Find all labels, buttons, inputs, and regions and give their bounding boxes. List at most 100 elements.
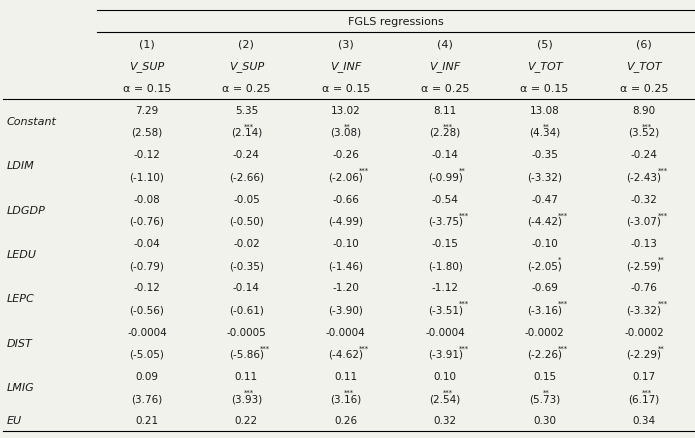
Text: ***: *** xyxy=(558,300,569,307)
Text: (3): (3) xyxy=(338,39,354,49)
Text: -0.24: -0.24 xyxy=(630,150,657,160)
Text: α = 0.25: α = 0.25 xyxy=(620,83,668,93)
Text: (2.54): (2.54) xyxy=(430,393,461,403)
Text: 8.11: 8.11 xyxy=(434,106,457,116)
Text: α = 0.15: α = 0.15 xyxy=(123,83,171,93)
Text: -0.12: -0.12 xyxy=(133,283,161,293)
Text: (3.52): (3.52) xyxy=(628,128,660,138)
Text: **: ** xyxy=(542,389,549,395)
Text: -1.12: -1.12 xyxy=(432,283,459,293)
Text: ***: *** xyxy=(459,212,469,218)
Text: (-1.46): (-1.46) xyxy=(328,261,363,270)
Text: 0.11: 0.11 xyxy=(334,371,357,381)
Text: -0.24: -0.24 xyxy=(233,150,260,160)
Text: 0.11: 0.11 xyxy=(235,371,258,381)
Text: (1): (1) xyxy=(139,39,155,49)
Text: (-0.99): (-0.99) xyxy=(427,172,463,182)
Text: FGLS regressions: FGLS regressions xyxy=(348,17,443,27)
Text: -0.0004: -0.0004 xyxy=(326,327,366,337)
Text: V_INF: V_INF xyxy=(430,61,461,72)
Text: *: * xyxy=(558,256,562,262)
Text: (-3.75): (-3.75) xyxy=(427,216,463,226)
Text: -0.05: -0.05 xyxy=(233,194,260,204)
Text: -0.13: -0.13 xyxy=(630,238,657,248)
Text: (3.76): (3.76) xyxy=(131,393,163,403)
Text: ***: *** xyxy=(344,389,354,395)
Text: ***: *** xyxy=(657,300,668,307)
Text: LDIM: LDIM xyxy=(7,161,35,171)
Text: 0.26: 0.26 xyxy=(334,415,357,425)
Text: **: ** xyxy=(657,345,664,351)
Text: LEPC: LEPC xyxy=(7,293,35,304)
Text: ***: *** xyxy=(245,124,254,130)
Text: (-2.43): (-2.43) xyxy=(626,172,662,182)
Text: **: ** xyxy=(657,256,664,262)
Text: 0.32: 0.32 xyxy=(434,415,457,425)
Text: (-0.35): (-0.35) xyxy=(229,261,264,270)
Text: (-2.59): (-2.59) xyxy=(626,261,662,270)
Text: (-3.32): (-3.32) xyxy=(626,305,662,314)
Text: α = 0.25: α = 0.25 xyxy=(421,83,469,93)
Text: -0.15: -0.15 xyxy=(432,238,459,248)
Text: -0.47: -0.47 xyxy=(531,194,558,204)
Text: 0.17: 0.17 xyxy=(632,371,655,381)
Text: -0.10: -0.10 xyxy=(531,238,558,248)
Text: 0.10: 0.10 xyxy=(434,371,457,381)
Text: (2.28): (2.28) xyxy=(430,128,461,138)
Text: (-2.66): (-2.66) xyxy=(229,172,264,182)
Text: -0.02: -0.02 xyxy=(233,238,260,248)
Text: -0.26: -0.26 xyxy=(332,150,359,160)
Text: (2): (2) xyxy=(238,39,254,49)
Text: (-2.06): (-2.06) xyxy=(328,172,363,182)
Text: (-0.50): (-0.50) xyxy=(229,216,264,226)
Text: (5.73): (5.73) xyxy=(529,393,560,403)
Text: (-1.10): (-1.10) xyxy=(129,172,165,182)
Text: V_INF: V_INF xyxy=(330,61,361,72)
Text: (-0.56): (-0.56) xyxy=(129,305,165,314)
Text: (-0.79): (-0.79) xyxy=(129,261,165,270)
Text: 0.15: 0.15 xyxy=(533,371,556,381)
Text: (-0.61): (-0.61) xyxy=(229,305,264,314)
Text: LDGDP: LDGDP xyxy=(7,205,46,215)
Text: 5.35: 5.35 xyxy=(235,106,258,116)
Text: 8.90: 8.90 xyxy=(632,106,655,116)
Text: ***: *** xyxy=(359,345,370,351)
Text: 13.08: 13.08 xyxy=(530,106,559,116)
Text: (5): (5) xyxy=(537,39,553,49)
Text: (3.16): (3.16) xyxy=(330,393,361,403)
Text: -0.76: -0.76 xyxy=(630,283,657,293)
Text: (-4.99): (-4.99) xyxy=(328,216,363,226)
Text: ***: *** xyxy=(459,345,469,351)
Text: DIST: DIST xyxy=(7,338,33,348)
Text: -0.0005: -0.0005 xyxy=(227,327,266,337)
Text: -0.14: -0.14 xyxy=(233,283,260,293)
Text: LMIG: LMIG xyxy=(7,382,35,392)
Text: 0.30: 0.30 xyxy=(533,415,556,425)
Text: -0.08: -0.08 xyxy=(133,194,161,204)
Text: EU: EU xyxy=(7,415,22,425)
Text: ***: *** xyxy=(657,212,668,218)
Text: -0.66: -0.66 xyxy=(332,194,359,204)
Text: (6.17): (6.17) xyxy=(628,393,660,403)
Text: -0.0002: -0.0002 xyxy=(525,327,564,337)
Text: (-5.05): (-5.05) xyxy=(129,349,165,359)
Text: 7.29: 7.29 xyxy=(136,106,158,116)
Text: ***: *** xyxy=(558,212,569,218)
Text: (-2.26): (-2.26) xyxy=(527,349,562,359)
Text: (-3.32): (-3.32) xyxy=(527,172,562,182)
Text: -0.0002: -0.0002 xyxy=(624,327,664,337)
Text: -1.20: -1.20 xyxy=(332,283,359,293)
Text: (-4.42): (-4.42) xyxy=(527,216,562,226)
Text: Constant: Constant xyxy=(7,117,57,127)
Text: 0.22: 0.22 xyxy=(235,415,258,425)
Text: ***: *** xyxy=(443,124,453,130)
Text: (-4.62): (-4.62) xyxy=(328,349,363,359)
Text: (-2.29): (-2.29) xyxy=(626,349,662,359)
Text: ***: *** xyxy=(443,389,453,395)
Text: (-2.05): (-2.05) xyxy=(527,261,562,270)
Text: (3.08): (3.08) xyxy=(330,128,361,138)
Text: ***: *** xyxy=(260,345,270,351)
Text: (4.34): (4.34) xyxy=(529,128,560,138)
Text: (-3.51): (-3.51) xyxy=(427,305,463,314)
Text: -0.35: -0.35 xyxy=(531,150,558,160)
